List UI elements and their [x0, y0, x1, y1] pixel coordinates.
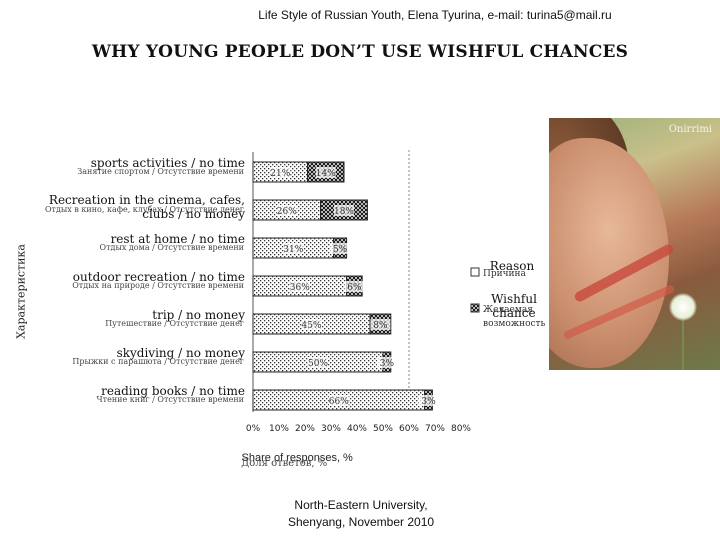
- legend-label: Wishful: [491, 292, 537, 306]
- data-label: 26%: [277, 207, 297, 217]
- data-label-bg: [276, 205, 297, 216]
- data-label-bg: [376, 357, 397, 368]
- header-credit-text: Life Style of Russian Youth, Elena Tyuri…: [258, 8, 612, 22]
- category-label-ru: Прыжки с парашюта / Отсутствие денег: [72, 357, 244, 366]
- data-label-bg: [334, 205, 354, 216]
- data-label: 45%: [301, 321, 321, 331]
- category-label-ru: Чтение книг / Отсутствие времени: [96, 395, 244, 404]
- data-label-bg: [315, 167, 336, 178]
- category-label-ru: Занятие спортом / Отсутствие времени: [77, 167, 244, 176]
- photo-dandelion-stem: [682, 318, 684, 370]
- x-tick-label: 20%: [295, 424, 315, 434]
- category-label: outdoor recreation / no time: [73, 270, 245, 284]
- data-label: 31%: [283, 245, 303, 255]
- category-label: clubs / no money: [142, 207, 245, 221]
- data-label: 66%: [329, 397, 349, 407]
- data-label-bg: [270, 167, 291, 178]
- footer-line2: Shenyang, November 2010: [287, 515, 435, 529]
- x-tick-label: 30%: [321, 424, 341, 434]
- axes-layer: 0% 10% 20% 30% 40% 50% 60% 70% 80% Share of respo…: [241, 150, 471, 469]
- x-axis-label-ru: Доля ответов, %: [241, 458, 327, 469]
- category-label: sports activities / no time: [91, 156, 245, 170]
- header-credit: Life Style of Russian Youth, Elena Tyuri…: [0, 8, 720, 22]
- girl-photo: Onirrimi: [549, 118, 720, 370]
- data-label-bg: [418, 395, 439, 406]
- page-title: WHY YOUNG PEOPLE DON’T USE WISHFUL CHANC…: [91, 42, 629, 62]
- x-tick-label: 0%: [246, 424, 261, 434]
- x-axis-label: Share of responses, %: [242, 452, 354, 464]
- x-tick-label: 70%: [425, 424, 445, 434]
- category-label: trip / no money: [152, 308, 245, 322]
- x-tick-label: 40%: [347, 424, 367, 434]
- category-label-ru: Отдых в кино, кафе, клубах / Отсутствие …: [45, 205, 244, 214]
- bars-layer: [252, 161, 433, 411]
- data-label-bg: [344, 281, 365, 292]
- data-label-bg: [330, 243, 351, 254]
- legend-label: Reason: [490, 259, 535, 273]
- data-label: 6%: [347, 283, 362, 293]
- photo-dandelion: [669, 293, 697, 321]
- x-tick-label: 10%: [269, 424, 289, 434]
- data-label: 14%: [316, 169, 336, 179]
- data-label: 50%: [308, 359, 328, 369]
- legend-swatch-reason: [470, 267, 480, 277]
- category-label-ru: Путешествие / Отсутствие денег: [105, 319, 244, 328]
- data-label: 3%: [421, 397, 436, 407]
- data-label: 18%: [334, 207, 354, 217]
- labels-layer: Занятие спортом / Отсутствие времениspor…: [45, 156, 439, 407]
- legend-label-ru: Желаемая: [483, 305, 533, 315]
- data-label: 5%: [333, 245, 348, 255]
- legend-swatch-wishful: [470, 303, 480, 313]
- footer-line1: North-Eastern University,: [294, 498, 428, 512]
- category-label: reading books / no time: [101, 384, 245, 398]
- data-label: 21%: [270, 169, 290, 179]
- x-tick-label: 60%: [399, 424, 419, 434]
- legend-label: chance: [492, 306, 535, 320]
- data-label: 8%: [373, 321, 388, 331]
- data-label: 3%: [380, 359, 395, 369]
- legend-label-ru: возможность: [483, 319, 546, 329]
- data-label-bg: [301, 319, 322, 330]
- data-label-bg: [283, 243, 304, 254]
- photo-watermark: Onirrimi: [668, 124, 712, 135]
- data-label-bg: [289, 281, 310, 292]
- category-label: skydiving / no money: [117, 346, 246, 360]
- data-label-bg: [370, 319, 391, 330]
- data-label-bg: [308, 357, 328, 368]
- category-label: rest at home / no time: [111, 232, 245, 246]
- category-label-ru: Отдых дома / Отсутствие времени: [100, 243, 244, 252]
- data-label-bg: [328, 395, 349, 406]
- category-label-ru: Отдых на природе / Отсутствие времени: [72, 281, 244, 290]
- x-tick-label: 50%: [373, 424, 393, 434]
- x-tick-label: 80%: [451, 424, 471, 434]
- legend-label-ru: Причина: [483, 269, 527, 279]
- category-label: Recreation in the cinema, cafes,: [49, 193, 245, 207]
- data-label: 36%: [290, 283, 310, 293]
